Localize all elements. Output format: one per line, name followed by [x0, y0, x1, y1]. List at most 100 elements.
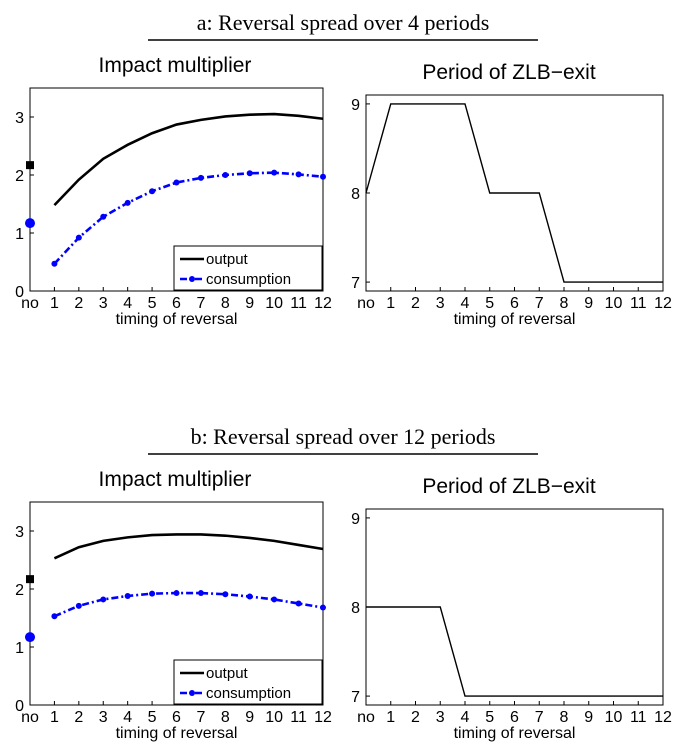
chart-b1-x-tick-label: 7 — [196, 709, 205, 726]
chart-a1-series-consumption-point — [295, 171, 302, 178]
chart-b1-y-tick-label: 1 — [15, 640, 24, 657]
chart-a1-x-tick-label: 2 — [74, 295, 83, 312]
chart-b1-x-tick-label: 2 — [74, 709, 83, 726]
chart-a1-x-tick-label: 9 — [245, 295, 254, 312]
chart-b1-x-tick-label: 3 — [99, 709, 108, 726]
chart-a1-series-consumption-point — [149, 188, 156, 195]
chart-a1-series-consumption-point — [124, 199, 131, 206]
chart-a2-x-tick-label: 9 — [584, 295, 593, 312]
chart-a1-series-output-no-point — [26, 161, 34, 170]
chart-b1-series-consumption-point — [271, 596, 278, 603]
chart-b1-x-tick-label: no — [21, 709, 39, 726]
chart-a1-title: Impact multiplier — [99, 54, 252, 77]
chart-b1-x-tick-label: 11 — [290, 709, 307, 726]
chart-a2-x-tick-label: 5 — [485, 295, 494, 312]
chart-b2-x-tick-label: 5 — [485, 709, 494, 726]
chart-b1-x-tick-label: 10 — [265, 709, 283, 726]
chart-b2-x-tick-label: 12 — [654, 709, 672, 726]
chart-a1-legend-box — [173, 245, 323, 291]
chart-b2-x-tick-label: 6 — [510, 709, 519, 726]
chart-b1-series-consumption-point — [124, 592, 131, 599]
chart-b2-x-axis-label: timing of reversal — [454, 725, 576, 742]
chart-b2-x-tick-label: 3 — [436, 709, 445, 726]
chart-a1-x-tick-label: 3 — [99, 295, 108, 312]
chart-a1-series-consumption-line — [53, 171, 324, 265]
chart-a1-legend-label-consumption: consumption — [206, 271, 291, 288]
chart-a2-x-tick-label: 10 — [605, 295, 623, 312]
chart-b2-x-tick-label: 1 — [386, 709, 395, 726]
chart-b1-series-consumption-point — [75, 602, 82, 609]
chart-b1-series-consumption-point — [320, 604, 326, 611]
chart-a1-y-tick-label: 2 — [15, 168, 24, 185]
chart-b1-legend-box — [173, 659, 323, 705]
chart-a1-series-consumption-point — [100, 213, 107, 220]
chart-a1-series-consumption-point — [173, 179, 180, 186]
chart-b1-series-consumption-point — [149, 590, 156, 597]
chart-b2-x-tick-label: 10 — [605, 709, 623, 726]
chart-b2-y-tick-label: 8 — [351, 600, 360, 617]
chart-a1-y-tick-label: 1 — [15, 226, 24, 243]
chart-b2-y-tick-label: 9 — [351, 511, 360, 528]
panel-a: a: Reversal spread over 4 periods Impact… — [15, 10, 672, 328]
chart-b1-x-tick-label: 5 — [148, 709, 157, 726]
chart-b1-x-tick-label: 9 — [245, 709, 254, 726]
chart-b1-y-tick-label: 0 — [15, 698, 24, 715]
chart-b2-x-tick-label: 4 — [461, 709, 470, 726]
chart-a1-x-tick-label: 7 — [196, 295, 205, 312]
chart-a1-x-tick-label: 1 — [50, 295, 59, 312]
chart-b1-series-consumption-point — [51, 613, 58, 620]
chart-a1-x-tick-label: 12 — [314, 295, 332, 312]
chart-b2-x-tick-label: 2 — [411, 709, 420, 726]
chart-a1-series-consumption-point — [246, 170, 253, 177]
chart-a1-series-consumption-point — [222, 172, 229, 178]
chart-a1-legend: output consumption — [173, 245, 323, 291]
chart-b1-legend-label-output: output — [206, 665, 249, 682]
chart-a1-series-consumption-point — [75, 234, 82, 241]
chart-a1-legend-marker-consumption — [189, 276, 195, 282]
chart-a2-x-axis-label: timing of reversal — [454, 311, 576, 328]
chart-a2-x-tick-label: 4 — [461, 295, 470, 312]
chart-a2-y-tick-label: 9 — [351, 97, 360, 114]
chart-a2-x-tick-label: 1 — [386, 295, 395, 312]
chart-b1-y-tick-label: 3 — [15, 524, 24, 541]
chart-a2-y-tick-label: 8 — [351, 186, 360, 203]
chart-a1-x-tick-label: 4 — [123, 295, 132, 312]
chart-b2-x-tick-label: 9 — [584, 709, 593, 726]
chart-b1-series-consumption-line — [53, 591, 324, 618]
chart-b1-y-tick-label: 2 — [15, 582, 24, 599]
chart-a2-series-line-0-line — [365, 103, 663, 283]
chart-b1-series-consumption-point — [222, 591, 229, 598]
chart-a1-x-tick-label: 11 — [290, 295, 307, 312]
chart-a1-x-tick-label: no — [21, 295, 39, 312]
chart-a1-series-consumption-point — [51, 260, 58, 267]
chart-a1-series-output-line — [53, 112, 324, 207]
chart-b1-x-axis-label: timing of reversal — [116, 725, 238, 742]
chart-a1-y-tick-label: 0 — [15, 284, 24, 301]
chart-b1-x-tick-label: 8 — [221, 709, 230, 726]
chart-b2-x-tick-label: 8 — [560, 709, 569, 726]
chart-b2-y-tick-label: 7 — [351, 689, 360, 706]
chart-a1-x-tick-label: 10 — [265, 295, 283, 312]
panel-b: b: Reversal spread over 12 periods Impac… — [15, 424, 672, 742]
chart-b2-x-tick-label: no — [357, 709, 375, 726]
chart-a2-title: Period of ZLB−exit — [422, 61, 596, 84]
chart-b1-series-consumption-point — [295, 600, 302, 607]
chart-b1-series-consumption-no-point — [25, 632, 35, 643]
panel-b-title: b: Reversal spread over 12 periods — [191, 424, 496, 449]
chart-b1-legend-marker-consumption — [189, 690, 195, 696]
chart-a1-x-tick-label: 6 — [172, 295, 181, 312]
chart-b1-x-tick-label: 6 — [172, 709, 181, 726]
chart-a2-x-tick-label: 8 — [560, 295, 569, 312]
chart-b2-title: Period of ZLB−exit — [422, 475, 596, 498]
chart-a1-series-consumption-point — [271, 169, 278, 176]
chart-a2-x-tick-label: 11 — [630, 295, 647, 312]
chart-a1-y-tick-label: 3 — [15, 110, 24, 127]
chart-b1-series-output-no-point — [26, 575, 34, 584]
chart-b2-x-tick-label: 7 — [535, 709, 544, 726]
chart-b1-x-tick-label: 4 — [123, 709, 132, 726]
